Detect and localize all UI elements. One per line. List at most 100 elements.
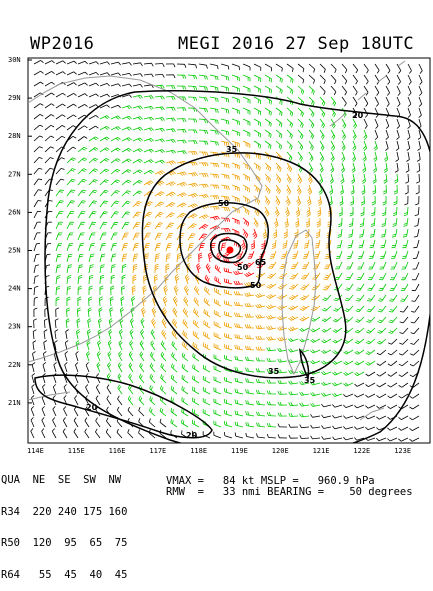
wind-barb-shaft: [199, 130, 207, 131]
wind-barb-shaft: [100, 276, 101, 284]
lat-label: 29N: [8, 94, 21, 102]
wind-barb-feather: [192, 234, 196, 235]
lat-label: 22N: [8, 361, 21, 369]
wind-barb-feather: [359, 247, 363, 248]
wind-radii-table: QUA NE SE SW NW R34 220 240 175 160 R50 …: [1, 454, 127, 591]
wind-radii-map: 20 35 50 50 50 65 35 35 20 20 30N 29N 28N 2…: [0, 0, 433, 500]
lat-label: 30N: [8, 56, 21, 64]
wind-barb-feather: [80, 254, 84, 255]
wind-barb-feather: [224, 279, 225, 283]
wind-barb-feather: [212, 245, 216, 246]
label-50kt-inner: 50: [237, 263, 249, 272]
wind-barb-feather: [204, 332, 205, 336]
wind-barb-shaft: [397, 207, 398, 215]
wind-barb-shaft: [155, 64, 163, 65]
wind-barb-shaft: [268, 361, 276, 362]
wind-barb-feather: [205, 333, 206, 337]
wind-barb-feather: [228, 88, 229, 92]
lon-label: 120E: [272, 447, 289, 455]
wind-barb-shaft: [268, 427, 276, 428]
wind-barb-feather: [235, 422, 236, 426]
lon-label: 119E: [231, 447, 248, 455]
wind-barb-shaft: [290, 416, 298, 417]
wind-barb-feather: [207, 334, 208, 338]
wind-barb-shaft: [419, 174, 420, 182]
wind-barb-feather: [69, 254, 73, 255]
wind-barb-feather: [228, 99, 229, 103]
wind-barb-feather: [324, 279, 328, 280]
label-20kt-bottom: 20: [186, 431, 198, 440]
wind-barb-feather: [271, 101, 272, 105]
wind-barb-feather: [226, 279, 227, 283]
wind-barb-feather: [260, 156, 261, 160]
wind-barb-feather: [148, 223, 152, 224]
wind-barb-feather: [228, 280, 229, 284]
wind-barb-feather: [228, 66, 229, 70]
wind-barb-feather: [392, 247, 396, 248]
wind-barb-shaft: [188, 86, 196, 87]
label-35kt-top: 35: [226, 145, 238, 154]
wind-barb-feather: [258, 144, 259, 148]
lat-label: 24N: [8, 285, 21, 293]
wind-barb-feather: [392, 245, 396, 246]
wind-barb-shaft: [364, 196, 365, 204]
label-20kt-top: 20: [352, 111, 364, 120]
wind-barb-feather: [269, 100, 270, 104]
wind-barb-feather: [369, 288, 373, 289]
table-r64-row: R64 55 45 40 45: [1, 570, 127, 581]
wind-barb-feather: [325, 277, 329, 278]
wind-barb-feather: [228, 132, 229, 136]
lon-label: 121E: [313, 447, 330, 455]
label-35kt-south: 35: [268, 367, 280, 376]
lon-label: 118E: [190, 447, 207, 455]
wind-barb-feather: [93, 212, 97, 213]
wind-barb-shaft: [67, 309, 68, 317]
wind-barb-feather: [411, 301, 415, 302]
label-65kt: 65: [255, 258, 267, 267]
lon-label: 122E: [353, 447, 370, 455]
wind-barb-feather: [413, 247, 417, 248]
wind-barb-feather: [82, 211, 86, 212]
wind-barb-shaft: [257, 383, 265, 384]
wind-barb-feather: [38, 201, 42, 202]
lon-label: 123E: [394, 447, 411, 455]
wind-barb-feather: [326, 275, 330, 276]
wind-barb-feather: [182, 431, 183, 435]
wind-barb-feather: [402, 247, 406, 248]
wind-barb-shaft: [353, 218, 354, 226]
lon-label: 117E: [149, 447, 166, 455]
wind-barb-feather: [260, 145, 261, 149]
label-35kt-se: 35: [304, 376, 316, 385]
wind-barb-feather: [224, 289, 225, 293]
wind-barb-feather: [336, 277, 340, 278]
lat-label: 27N: [8, 170, 21, 178]
wind-barb-feather: [280, 268, 284, 269]
label-50kt-east: 50: [250, 281, 262, 290]
lat-label: 28N: [8, 132, 21, 140]
wind-barb-feather: [228, 77, 229, 81]
wind-barb-feather: [226, 109, 227, 113]
wind-barb-feather: [403, 245, 407, 246]
table-header-row: QUA NE SE SW NW: [1, 475, 127, 486]
lat-label: 23N: [8, 323, 21, 331]
wind-barb-feather: [226, 98, 227, 102]
wind-barb-feather: [235, 411, 236, 415]
lat-label: 26N: [8, 208, 21, 216]
wind-barb-feather: [226, 77, 227, 81]
wind-barb-feather: [226, 88, 227, 92]
label-50kt-top: 50: [218, 199, 230, 208]
wind-barb-shaft: [56, 287, 57, 295]
lat-label: 25N: [8, 247, 21, 255]
wind-barb-feather: [226, 290, 227, 294]
label-20kt-sw: 20: [86, 403, 98, 412]
table-r50-row: R50 120 95 65 75: [1, 538, 127, 549]
table-r34-row: R34 220 240 175 160: [1, 507, 127, 518]
wind-barb-feather: [391, 288, 395, 289]
wind-barb-feather: [194, 377, 195, 381]
wind-barb-shaft: [177, 119, 185, 120]
wind-barb-feather: [212, 243, 216, 244]
rmw-bearing-text: RMW = 33 nmi BEARING = 50 degrees: [166, 486, 413, 498]
storm-center-marker: [227, 247, 234, 254]
lat-label: 21N: [8, 399, 21, 407]
wind-barb-feather: [92, 213, 96, 214]
